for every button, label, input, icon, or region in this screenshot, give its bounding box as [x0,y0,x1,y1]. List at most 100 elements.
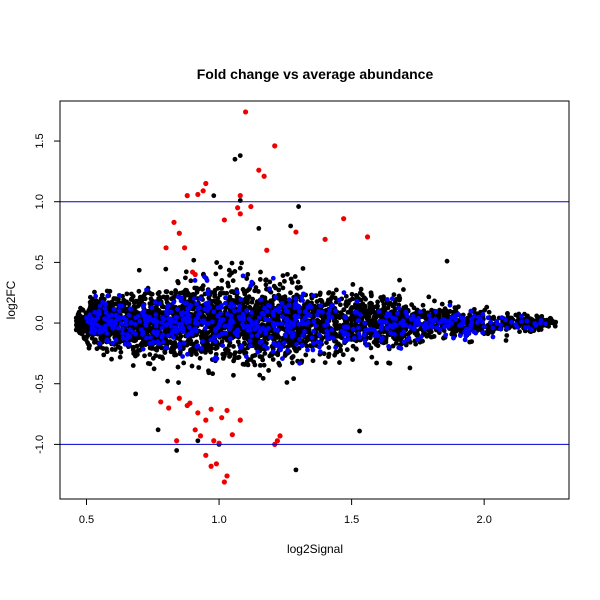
point-blue [322,323,328,328]
point-blue [99,329,105,334]
point-black [92,306,97,312]
point-black [263,277,268,283]
point-black [317,292,323,298]
point-blue [243,354,249,359]
point-red [192,271,198,278]
point-blue [342,338,347,344]
point-blue [103,310,109,316]
point-blue [148,335,153,340]
point-blue [203,320,208,326]
point-blue [311,328,317,334]
y-tick-label: 1.5 [34,133,46,148]
point-black [547,315,553,321]
point-black [165,378,171,384]
point-black [257,354,263,359]
point-blue [228,319,234,324]
point-blue [175,306,180,312]
point-red [277,433,283,439]
point-blue [103,323,108,329]
point-black [130,345,136,350]
point-blue [538,318,544,323]
point-black [306,327,312,332]
point-black [148,344,154,350]
point-blue [189,328,195,334]
point-black [387,360,393,366]
point-blue [248,323,254,329]
point-black [334,319,339,325]
point-blue [178,321,184,327]
point-black [155,307,160,312]
point-blue [307,303,313,308]
point-blue [132,321,138,327]
point-black [289,355,295,361]
point-black [326,345,332,350]
point-blue [173,314,179,320]
point-blue [270,275,276,281]
point-blue [240,313,246,318]
point-black [244,276,250,281]
point-blue [396,305,402,311]
x-axis-label: log2Signal [287,542,343,556]
point-black [80,329,86,335]
point-blue [311,318,317,324]
point-blue [234,289,240,295]
point-blue [248,283,254,288]
point-blue [280,356,285,361]
point-blue [185,351,190,357]
point-blue [293,296,299,302]
point-black [118,349,124,355]
point-black [231,344,236,349]
point-black [374,313,379,319]
point-blue [285,348,290,353]
point-blue [126,312,132,318]
point-black [280,285,286,291]
point-blue [416,315,422,321]
point-black [285,337,291,343]
point-blue [452,313,458,319]
point-black [397,297,402,303]
point-black [130,293,136,299]
point-blue [168,309,174,315]
point-blue [300,333,306,338]
point-blue [297,308,302,314]
point-blue [159,326,165,331]
point-black [277,335,282,341]
point-blue [268,334,273,340]
point-black [158,295,163,301]
point-blue [305,347,310,353]
point-blue [103,301,109,307]
point-black [99,292,105,298]
point-black [173,288,178,293]
point-black [289,337,295,343]
point-black [178,333,184,339]
point-black [217,292,223,298]
point-black [535,314,541,320]
point-black [295,279,301,285]
point-blue [203,301,209,306]
point-blue [284,322,289,328]
chart-title: Fold change vs average abundance [197,66,434,82]
point-black [85,333,91,338]
point-black [203,349,208,355]
points-layer [73,109,559,485]
point-black [131,336,137,342]
point-black [83,337,89,343]
point-blue [466,330,471,336]
point-red [176,230,182,236]
point-blue [307,313,313,319]
point-blue [457,333,463,338]
point-red [213,461,220,467]
point-blue [120,335,126,341]
point-red [192,427,198,433]
point-black [405,331,411,337]
point-black [266,368,271,373]
point-black [257,277,263,282]
point-blue [128,320,134,326]
point-blue [362,332,367,338]
point-blue [519,319,524,325]
y-tick-label: 1.0 [34,194,46,209]
point-black [235,323,241,329]
point-blue [387,323,393,329]
point-blue [170,328,176,334]
